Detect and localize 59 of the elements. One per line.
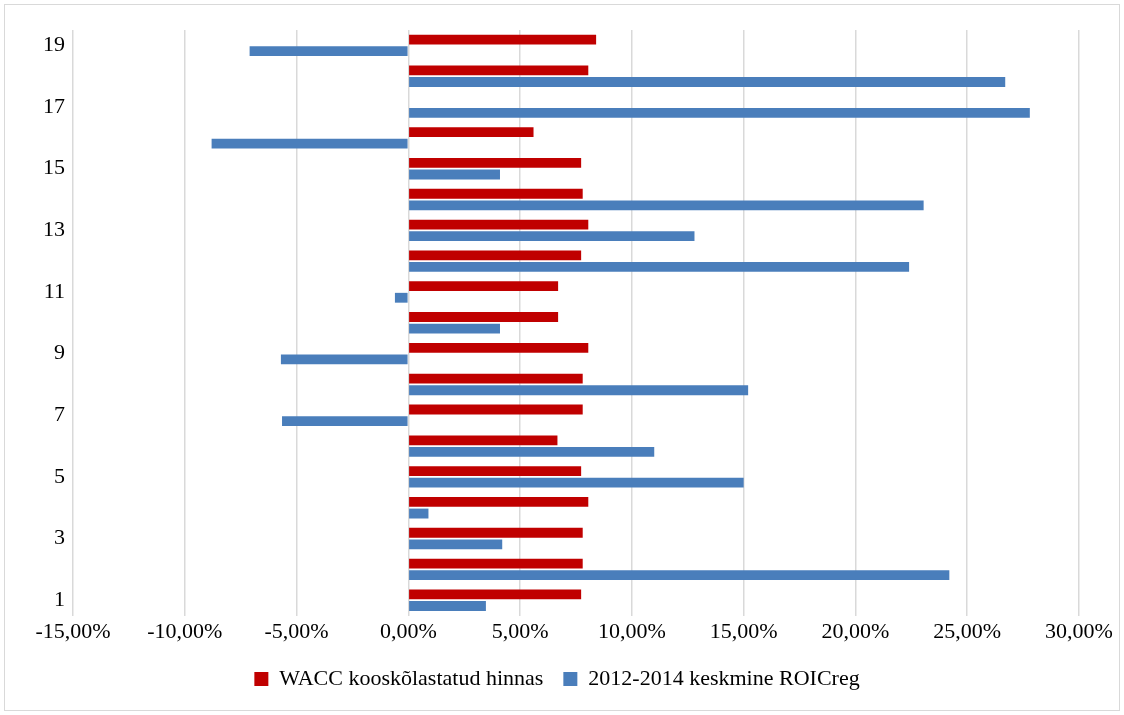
y-tick-label: 5: [54, 462, 65, 488]
bar: [409, 570, 950, 581]
legend-label: WACC kooskõlastatud hinnas: [279, 664, 544, 690]
bar: [409, 601, 486, 611]
x-tick-label: -5,00%: [264, 617, 329, 643]
bar: [409, 250, 582, 261]
bar: [409, 497, 589, 507]
bar: [409, 262, 910, 272]
bar: [409, 539, 503, 550]
bar: [409, 373, 583, 384]
bar: [409, 477, 744, 488]
bar: [409, 34, 597, 45]
y-tick-label: 11: [43, 277, 65, 303]
bar: [211, 138, 408, 149]
bar: [409, 158, 582, 168]
bar: [409, 323, 500, 334]
bar: [249, 46, 408, 57]
x-tick-label: -15,00%: [35, 617, 111, 643]
x-tick-label: 30,00%: [1045, 617, 1113, 643]
bar: [409, 385, 749, 396]
bar: [409, 312, 559, 322]
y-tick-label: 17: [43, 92, 65, 118]
bar: [409, 558, 583, 569]
x-tick-label: 0,00%: [379, 617, 437, 643]
bar: [409, 200, 924, 211]
bar: [409, 77, 1006, 87]
bar: [409, 446, 655, 457]
y-tick-label: 3: [54, 524, 65, 550]
bar: [409, 219, 589, 230]
bar: [409, 527, 583, 538]
x-tick-label: 25,00%: [933, 617, 1002, 643]
y-tick-label: 15: [43, 154, 65, 180]
bar: [409, 466, 582, 477]
bar: [409, 107, 1030, 118]
legend-label: 2012-2014 keskmine ROICreg: [588, 664, 860, 690]
bar: [280, 354, 408, 365]
bar: [409, 231, 695, 242]
bar: [282, 416, 408, 426]
x-tick-label: -10,00%: [147, 617, 223, 643]
y-tick-label: 1: [54, 585, 65, 611]
x-tick-label: 15,00%: [709, 617, 778, 643]
bar: [409, 65, 589, 76]
bar: [394, 292, 408, 303]
y-tick-label: 19: [43, 31, 65, 57]
bar: [409, 435, 558, 446]
bar: [409, 169, 500, 180]
bar: [409, 281, 559, 292]
bar: [409, 342, 589, 353]
x-tick-label: 5,00%: [491, 617, 549, 643]
bar: [409, 188, 583, 199]
y-tick-label: 9: [54, 339, 65, 365]
x-tick-label: 10,00%: [597, 617, 666, 643]
y-tick-label: 7: [54, 401, 65, 427]
bar: [409, 404, 583, 415]
y-tick-label: 13: [43, 216, 65, 242]
x-tick-label: 20,00%: [821, 617, 890, 643]
bar: [409, 589, 582, 600]
bar: [409, 127, 534, 138]
bar: [409, 508, 429, 519]
